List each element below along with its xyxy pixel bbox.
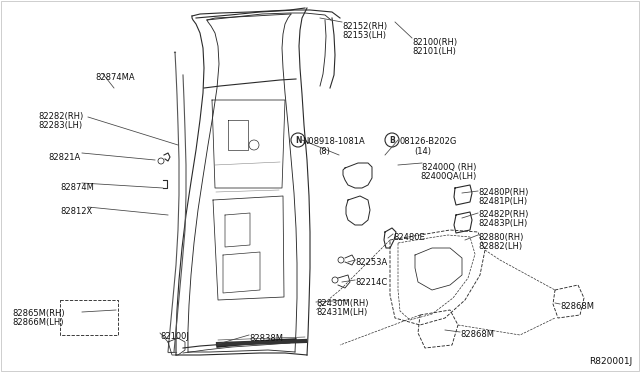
Text: (8): (8)	[318, 147, 330, 156]
Text: 82482P(RH): 82482P(RH)	[478, 210, 529, 219]
Text: 82431M(LH): 82431M(LH)	[316, 308, 367, 317]
Text: 82838M: 82838M	[249, 334, 283, 343]
Text: 82812X: 82812X	[60, 207, 92, 216]
Text: N: N	[295, 135, 301, 144]
Text: 82481P(LH): 82481P(LH)	[478, 197, 527, 206]
Text: 82480E: 82480E	[393, 233, 425, 242]
Text: N08918-1081A: N08918-1081A	[302, 137, 365, 146]
Text: 82430M(RH): 82430M(RH)	[316, 299, 369, 308]
Text: 82868M: 82868M	[460, 330, 494, 339]
Text: 82874M: 82874M	[60, 183, 94, 192]
Text: 82865M(RH): 82865M(RH)	[12, 309, 65, 318]
Text: 82153(LH): 82153(LH)	[342, 31, 386, 40]
Text: 82214C: 82214C	[355, 278, 387, 287]
Text: 82253A: 82253A	[355, 258, 387, 267]
Text: 82101(LH): 82101(LH)	[412, 47, 456, 56]
Text: 82880(RH): 82880(RH)	[478, 233, 524, 242]
Text: 82882(LH): 82882(LH)	[478, 242, 522, 251]
Text: 82400Q (RH): 82400Q (RH)	[422, 163, 476, 172]
Text: 82821A: 82821A	[48, 153, 80, 162]
Text: 82152(RH): 82152(RH)	[342, 22, 387, 31]
Text: 82100J: 82100J	[160, 332, 189, 341]
Text: 82480P(RH): 82480P(RH)	[478, 188, 529, 197]
Text: 82483P(LH): 82483P(LH)	[478, 219, 527, 228]
Text: 82400QA(LH): 82400QA(LH)	[420, 172, 476, 181]
Text: (14): (14)	[414, 147, 431, 156]
Text: 82874MA: 82874MA	[95, 73, 134, 82]
Text: 82866M(LH): 82866M(LH)	[12, 318, 63, 327]
Text: 82100(RH): 82100(RH)	[412, 38, 457, 47]
Text: 82282(RH): 82282(RH)	[38, 112, 83, 121]
Text: R820001J: R820001J	[589, 357, 632, 366]
Text: 08126-B202G: 08126-B202G	[400, 137, 458, 146]
Text: 82283(LH): 82283(LH)	[38, 121, 82, 130]
Text: B: B	[389, 135, 395, 144]
Text: 82868M: 82868M	[560, 302, 594, 311]
